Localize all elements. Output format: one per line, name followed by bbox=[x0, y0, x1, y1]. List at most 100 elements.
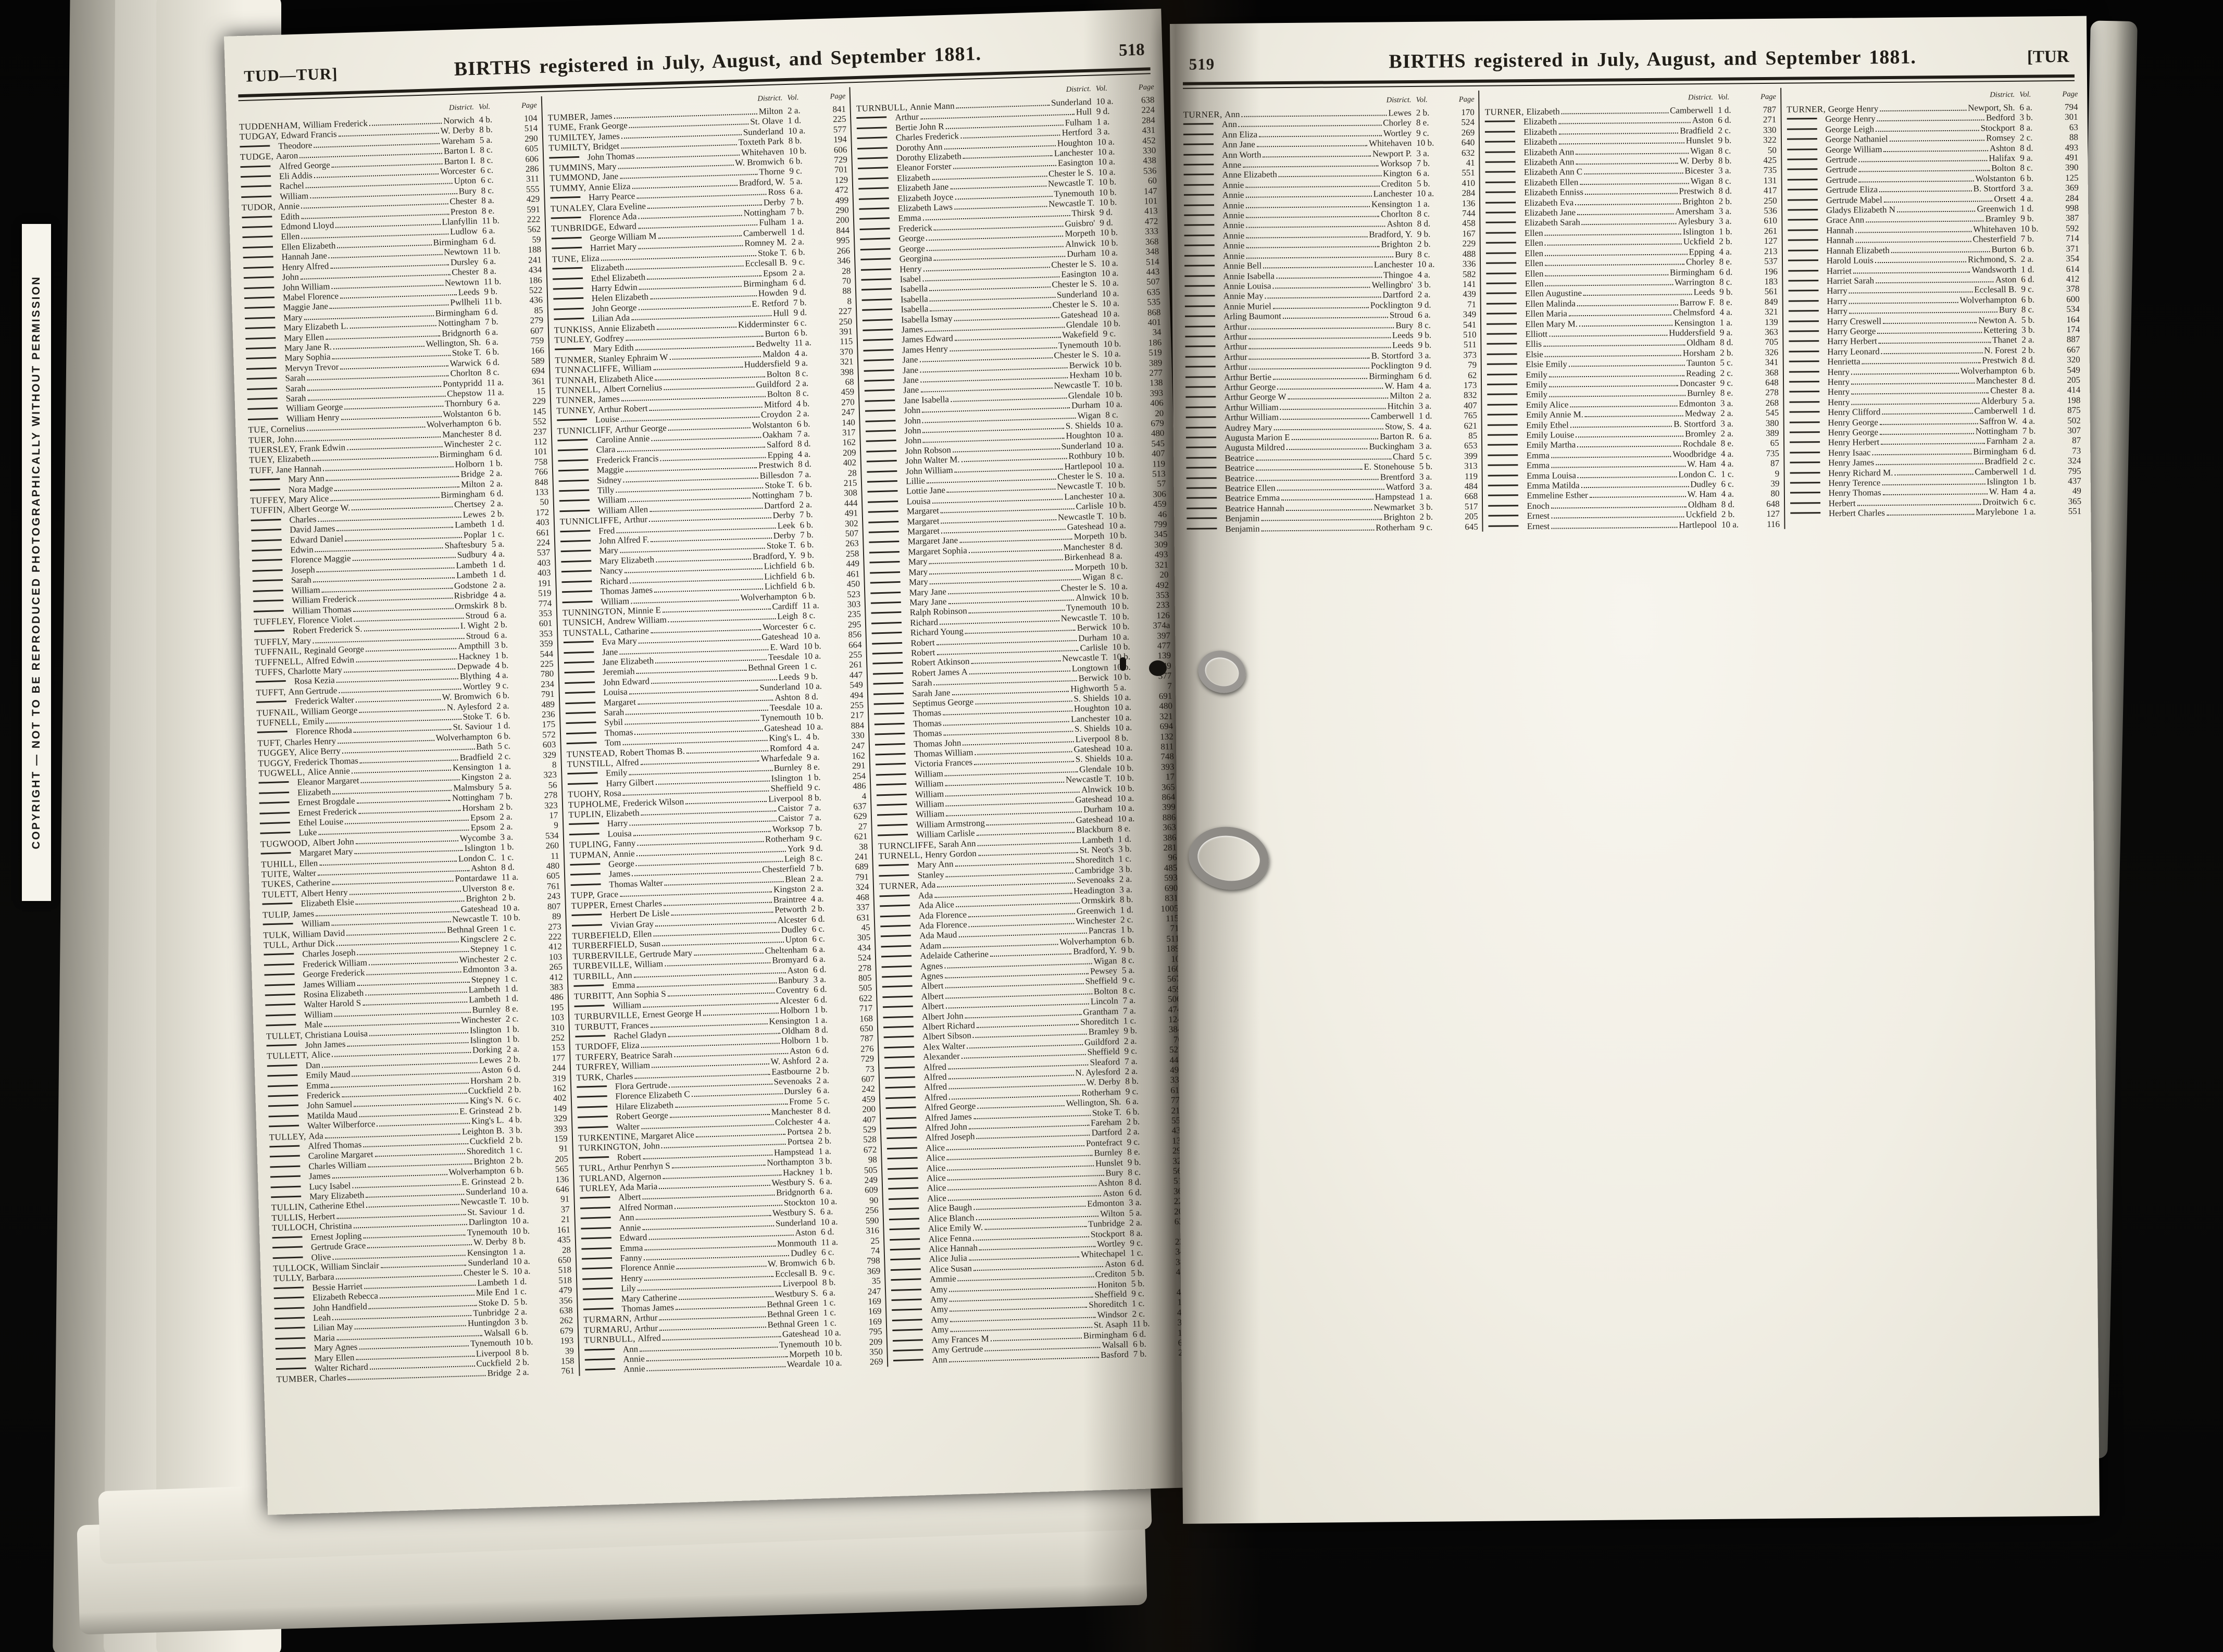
ditto-dash bbox=[875, 753, 906, 756]
ditto-dash bbox=[881, 934, 911, 937]
dot-leader bbox=[963, 155, 1053, 159]
ditto-dash bbox=[559, 509, 590, 512]
ditto-dash bbox=[1789, 340, 1819, 342]
ditto-dash bbox=[1185, 356, 1216, 358]
ditto-dash bbox=[252, 549, 282, 552]
dot-leader bbox=[1245, 216, 1380, 218]
dot-leader bbox=[686, 750, 769, 754]
ditto-dash bbox=[270, 1185, 301, 1188]
dot-leader bbox=[349, 325, 437, 329]
ditto-dash bbox=[268, 1115, 299, 1118]
dot-leader bbox=[369, 961, 458, 966]
ditto-dash bbox=[1186, 446, 1217, 449]
dot-leader bbox=[1887, 514, 1975, 516]
ditto-dash bbox=[241, 195, 272, 198]
dot-leader bbox=[1855, 231, 1972, 233]
ditto-dash bbox=[1789, 421, 1820, 423]
ditto-dash bbox=[1185, 325, 1216, 328]
ditto-dash bbox=[242, 226, 272, 229]
ditto-dash bbox=[270, 1165, 301, 1168]
ditto-dash bbox=[258, 781, 289, 784]
ditto-dash bbox=[550, 196, 581, 199]
ditto-dash bbox=[243, 256, 273, 259]
ditto-dash bbox=[870, 571, 901, 574]
ditto-dash bbox=[1187, 517, 1217, 520]
ditto-dash bbox=[1488, 484, 1519, 486]
ditto-dash bbox=[861, 298, 892, 301]
ditto-dash bbox=[875, 722, 905, 725]
ditto-dash bbox=[880, 915, 911, 917]
dot-leader bbox=[986, 822, 1075, 826]
ditto-dash bbox=[890, 1258, 921, 1261]
ditto-dash bbox=[1187, 527, 1217, 530]
dot-leader bbox=[1855, 241, 1971, 243]
ditto-dash bbox=[876, 783, 907, 786]
ditto-dash bbox=[884, 1046, 915, 1049]
ditto-dash bbox=[891, 1278, 921, 1281]
ditto-dash bbox=[1788, 239, 1818, 241]
ditto-dash bbox=[866, 449, 897, 453]
ditto-dash bbox=[564, 650, 594, 654]
ditto-dash bbox=[889, 1228, 920, 1231]
ditto-dash bbox=[1486, 262, 1517, 264]
dot-leader bbox=[1853, 271, 1970, 274]
ditto-dash bbox=[245, 347, 276, 349]
ditto-dash bbox=[863, 339, 894, 342]
ditto-dash bbox=[870, 591, 901, 594]
ditto-dash bbox=[1487, 403, 1518, 406]
ditto-dash bbox=[559, 499, 590, 502]
ditto-dash bbox=[858, 167, 889, 170]
dot-leader bbox=[1882, 412, 1973, 415]
ditto-dash bbox=[580, 1196, 610, 1199]
ditto-dash bbox=[876, 763, 906, 766]
dot-leader bbox=[1285, 509, 1372, 511]
ditto-dash bbox=[1184, 204, 1215, 206]
ditto-dash bbox=[890, 1237, 920, 1241]
ditto-dash bbox=[860, 247, 891, 251]
ditto-dash bbox=[1185, 386, 1216, 388]
ditto-dash bbox=[886, 1127, 917, 1130]
ditto-dash bbox=[881, 945, 911, 948]
ditto-dash bbox=[1788, 310, 1819, 312]
ditto-dash bbox=[879, 874, 909, 877]
ditto-dash bbox=[268, 1105, 298, 1107]
ditto-dash bbox=[580, 1206, 610, 1209]
ditto-dash bbox=[582, 1287, 613, 1290]
ditto-dash bbox=[1183, 153, 1214, 156]
ditto-dash bbox=[870, 581, 901, 584]
dot-leader bbox=[1883, 200, 1993, 203]
ditto-dash bbox=[1187, 507, 1217, 509]
dot-leader bbox=[1545, 274, 1668, 277]
ditto-dash bbox=[875, 732, 905, 735]
ditto-dash bbox=[560, 560, 591, 563]
ditto-dash bbox=[1185, 406, 1216, 408]
ditto-dash bbox=[1185, 426, 1216, 429]
ditto-dash bbox=[564, 661, 594, 664]
ditto-dash bbox=[873, 692, 904, 695]
ditto-dash bbox=[264, 973, 295, 976]
dot-leader bbox=[1875, 261, 1966, 264]
dot-leader bbox=[1261, 519, 1382, 521]
ditto-dash bbox=[566, 721, 596, 724]
ditto-dash bbox=[1488, 524, 1519, 527]
dot-leader bbox=[1246, 256, 1394, 259]
column-header: xDistrict.Vol.Page bbox=[1688, 92, 1776, 102]
ditto-dash bbox=[1488, 434, 1518, 436]
right-page: 519 BIRTHS registered in July, August, a… bbox=[1170, 16, 2100, 1524]
dot-leader bbox=[1584, 415, 1683, 418]
dot-leader bbox=[1849, 302, 1958, 304]
ditto-dash bbox=[243, 246, 273, 248]
ditto-dash bbox=[869, 550, 900, 554]
copyright-strip: COPYRIGHT — NOT TO BE REPRODUCED PHOTOGR… bbox=[22, 224, 51, 901]
dot-leader bbox=[1561, 112, 1669, 115]
ditto-dash bbox=[1487, 414, 1518, 416]
dot-leader bbox=[1889, 140, 1985, 142]
ditto-dash bbox=[565, 701, 595, 704]
dot-leader bbox=[1248, 337, 1391, 340]
ditto-dash bbox=[1488, 423, 1518, 426]
ditto-dash bbox=[554, 348, 585, 351]
dot-leader bbox=[1238, 124, 1382, 128]
ditto-dash bbox=[566, 742, 597, 745]
